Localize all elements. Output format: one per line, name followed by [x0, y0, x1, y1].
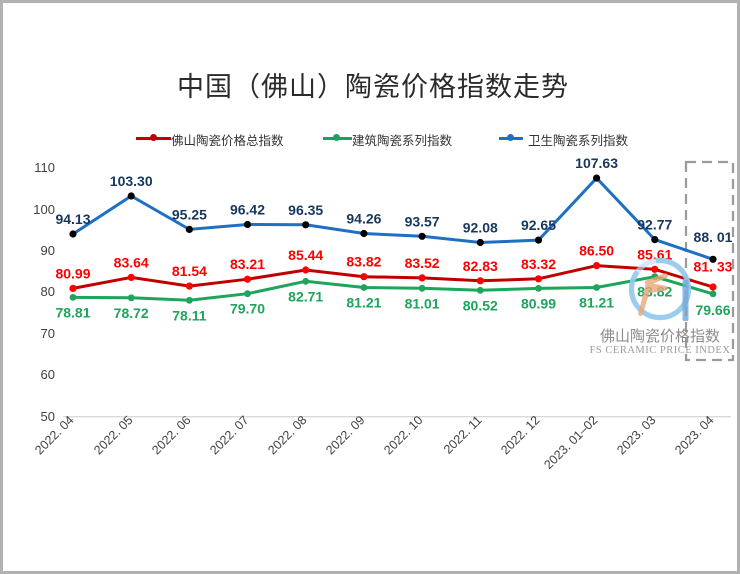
svg-text:92.65: 92.65 [521, 217, 556, 233]
svg-text:80.99: 80.99 [55, 265, 90, 281]
svg-text:79.66: 79.66 [695, 302, 730, 318]
svg-text:83.32: 83.32 [521, 256, 556, 272]
svg-text:94.13: 94.13 [55, 211, 90, 227]
svg-text:83.64: 83.64 [114, 254, 149, 270]
svg-text:103.30: 103.30 [110, 173, 153, 189]
svg-text:佛山陶瓷价格指数: 佛山陶瓷价格指数 [600, 328, 720, 345]
svg-text:83.82: 83.82 [346, 254, 381, 270]
svg-text:80.52: 80.52 [463, 297, 498, 313]
svg-text:92.08: 92.08 [463, 220, 498, 236]
svg-text:80.99: 80.99 [521, 295, 556, 311]
svg-text:78.11: 78.11 [172, 307, 206, 323]
svg-text:83.52: 83.52 [405, 255, 440, 271]
svg-text:81.01: 81.01 [405, 295, 440, 311]
svg-text:81.54: 81.54 [172, 263, 207, 279]
svg-text:79.70: 79.70 [230, 301, 265, 317]
svg-text:95.25: 95.25 [172, 206, 207, 222]
svg-text:81. 33: 81. 33 [694, 259, 733, 275]
svg-text:86.50: 86.50 [579, 243, 614, 259]
svg-text:96.42: 96.42 [230, 202, 265, 218]
svg-text:85.44: 85.44 [288, 247, 323, 263]
svg-text:92.77: 92.77 [637, 217, 672, 233]
svg-text:88. 01: 88. 01 [694, 229, 733, 245]
svg-text:82.83: 82.83 [463, 258, 498, 274]
svg-text:78.72: 78.72 [114, 305, 149, 321]
svg-text:FS CERAMIC PRICE INDEX: FS CERAMIC PRICE INDEX [590, 345, 731, 356]
svg-text:83.21: 83.21 [230, 256, 265, 272]
svg-text:96.35: 96.35 [288, 202, 323, 218]
svg-text:81.21: 81.21 [346, 295, 381, 311]
svg-text:78.81: 78.81 [55, 304, 90, 320]
svg-text:93.57: 93.57 [405, 213, 440, 229]
svg-text:81.21: 81.21 [579, 295, 614, 311]
svg-text:107.63: 107.63 [575, 155, 618, 171]
svg-text:82.71: 82.71 [288, 288, 323, 304]
svg-text:94.26: 94.26 [346, 211, 381, 227]
